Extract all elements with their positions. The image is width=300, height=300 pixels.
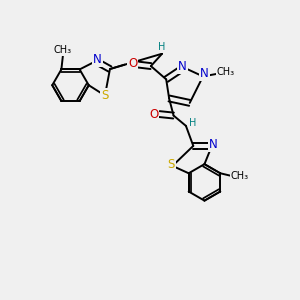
Text: H: H: [189, 118, 196, 128]
Text: S: S: [167, 158, 175, 171]
Text: N: N: [178, 60, 187, 73]
Text: CH₃: CH₃: [217, 67, 235, 77]
Text: N: N: [93, 53, 102, 66]
Text: S: S: [101, 89, 109, 102]
Text: CH₃: CH₃: [54, 45, 72, 55]
Text: CH₃: CH₃: [231, 171, 249, 181]
Text: H: H: [158, 42, 166, 52]
Text: N: N: [200, 67, 209, 80]
Text: O: O: [128, 57, 137, 70]
Text: O: O: [149, 108, 158, 121]
Text: N: N: [209, 138, 218, 151]
